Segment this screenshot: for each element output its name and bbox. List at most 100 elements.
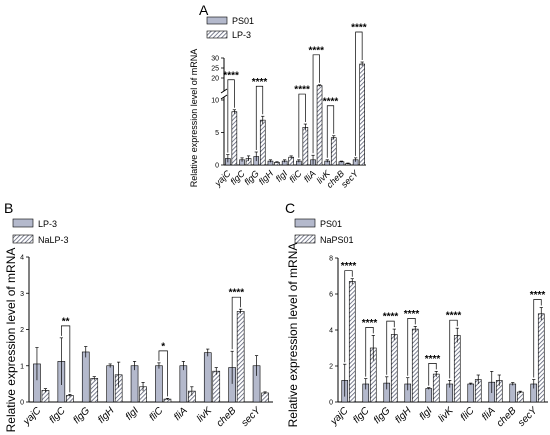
- bar-lp3-flia: [179, 365, 188, 403]
- y-tick-label: 6: [329, 292, 333, 299]
- y-tick-label: 8: [329, 256, 333, 263]
- y-tick-label: 10: [211, 98, 219, 105]
- panel-c-label: C: [285, 200, 295, 216]
- x-tick-label: flgI: [417, 405, 434, 422]
- significance-label: ****: [404, 309, 420, 320]
- legend-swatch-nalp3: [12, 234, 34, 244]
- significance-bracket: [231, 296, 241, 350]
- significance-bracket: [386, 320, 395, 375]
- bar-naps01-flgi: [432, 373, 440, 403]
- legend-swatch-naps01: [294, 234, 316, 244]
- significance-label: ****: [223, 70, 239, 81]
- x-tick-label: flgG: [71, 405, 92, 426]
- significance-label: ****: [351, 23, 367, 34]
- significance-bracket: [255, 85, 264, 150]
- significance-label: **: [62, 316, 70, 327]
- significance-label: ****: [383, 312, 399, 323]
- bar-naps01-cheb: [516, 391, 524, 403]
- legend-swatch-ps01: [294, 218, 316, 228]
- y-tick-label: 30: [211, 56, 219, 63]
- bar-lp3-flic: [155, 365, 163, 403]
- significance-bracket: [227, 79, 235, 153]
- panel-b-legend: LP-3 NaLP-3: [12, 218, 69, 245]
- bar-naps01-secy: [537, 313, 545, 403]
- legend-label-naps01: NaPS01: [320, 235, 354, 245]
- x-tick-label: flgH: [393, 405, 414, 426]
- significance-bracket: [61, 325, 71, 393]
- significance-label: ****: [229, 288, 245, 299]
- y-tick-label: 2: [20, 327, 24, 334]
- axis-break-mark: [220, 94, 228, 100]
- panel-b-label: B: [4, 200, 13, 216]
- x-tick-label: yajC: [21, 405, 44, 428]
- y-tick-label: 2: [329, 364, 333, 371]
- legend-label-nalp3: NaLP-3: [38, 235, 69, 245]
- y-tick-label: 0: [20, 400, 24, 407]
- x-tick-label: flgI: [274, 168, 290, 184]
- x-tick-label: fliA: [172, 405, 190, 423]
- bar-lp3-livk: [330, 137, 337, 166]
- panel-a: A PS01 LP-3 Relative expression level of…: [189, 2, 367, 190]
- y-tick-label: 20: [211, 76, 219, 83]
- significance-label: ****: [294, 85, 310, 96]
- significance-label: ****: [530, 290, 546, 301]
- x-tick-label: fliA: [302, 168, 318, 184]
- y-tick-label: 4: [20, 255, 24, 262]
- significance-label: ****: [446, 311, 462, 322]
- panel-b-ylabel: Relative expression level of mRNA: [4, 248, 18, 433]
- panel-c: C PS01 NaPS01 Relative expression level …: [285, 200, 548, 429]
- x-tick-label: livK: [195, 404, 215, 424]
- panel-a-plot: 0510202530yajCflgCflgGflgHflgIfliCfliAli…: [211, 23, 367, 190]
- significance-bracket: [158, 350, 168, 397]
- panel-a-label: A: [199, 2, 209, 18]
- significance-bracket: [533, 299, 542, 378]
- x-tick-label: secY: [516, 404, 540, 428]
- bar-ps01-flgi: [425, 388, 433, 403]
- x-tick-label: flgC: [47, 405, 68, 426]
- x-tick-label: fliC: [459, 405, 478, 424]
- significance-bracket: [365, 327, 374, 377]
- x-tick-label: cheB: [215, 405, 239, 429]
- panel-a-legend: PS01 LP-3: [206, 16, 254, 40]
- bar-nalp3-cheb: [236, 311, 245, 403]
- y-tick-label: 0: [215, 163, 219, 170]
- x-tick-label: flgH: [96, 405, 117, 426]
- significance-label: *: [161, 341, 165, 352]
- y-tick-label: 0: [329, 400, 333, 407]
- significance-label: ****: [341, 261, 357, 272]
- y-tick-label: 3: [20, 291, 24, 298]
- bar-naps01-yajc: [348, 281, 356, 403]
- x-tick-label: fliC: [147, 405, 166, 424]
- bar-lp3-flgg: [81, 351, 90, 403]
- x-tick-label: flgC: [351, 405, 372, 426]
- bar-lp3-flgh: [106, 365, 114, 403]
- bar-lp3-yajc: [231, 111, 238, 166]
- bar-lp3-flgg: [259, 119, 266, 166]
- legend-label-lp3: LP-3: [38, 219, 57, 229]
- legend-swatch-lp3: [12, 218, 34, 228]
- bar-naps01-flgg: [390, 334, 398, 403]
- bar-lp3-flia: [316, 85, 323, 166]
- bar-nalp3-secy: [261, 392, 269, 403]
- significance-label: ****: [425, 354, 441, 365]
- x-tick-label: yajC: [328, 405, 351, 428]
- x-tick-label: flgH: [257, 168, 276, 187]
- bar-lp3-flgi: [130, 365, 139, 403]
- bar-lp3-secy: [359, 63, 365, 166]
- bar-ps01-cheb: [509, 383, 517, 403]
- y-tick-label: 5: [215, 130, 219, 137]
- y-tick-label: 4: [329, 328, 333, 335]
- significance-bracket: [428, 363, 437, 386]
- panel-c-ylabel: Relative expression level of mRNA: [286, 243, 300, 428]
- y-tick-label: 25: [211, 66, 219, 73]
- significance-bracket: [326, 105, 335, 158]
- x-tick-label: secY: [239, 404, 263, 428]
- bar-nalp3-flgg: [90, 378, 99, 403]
- legend-swatch-ps01: [206, 16, 228, 25]
- legend-swatch-lp3: [206, 30, 228, 39]
- panel-b-plot: 0 1 2 3 4 yajC flgC flgG flgH flgI fliC fliA livK che…: [20, 255, 273, 429]
- x-tick-label: flgI: [124, 405, 141, 422]
- panel-a-ylabel: Relative expression level of mRNA: [189, 49, 199, 188]
